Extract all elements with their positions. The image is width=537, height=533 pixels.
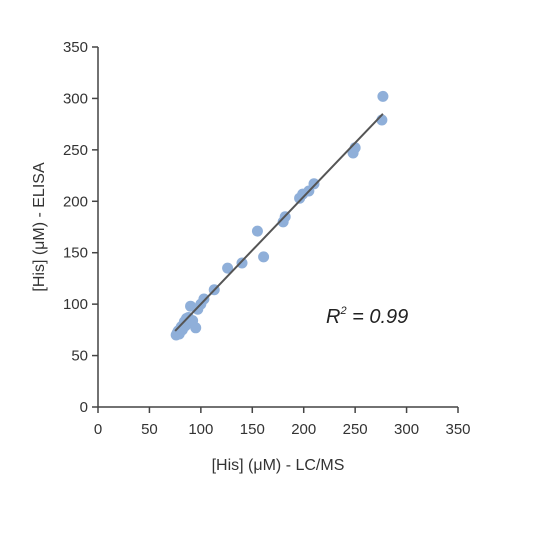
trend-line: [174, 113, 384, 332]
y-ticks: 0 50 100 150 200 250 300 350: [63, 39, 98, 416]
data-point: [258, 251, 270, 263]
data-point: [377, 90, 389, 102]
data-point: [222, 262, 234, 274]
data-points: [170, 90, 389, 341]
x-axis-title: [His] (μM) - LC/MS: [212, 457, 345, 474]
x-tick-label: 0: [94, 421, 102, 438]
x-tick-label: 300: [394, 421, 419, 438]
x-tick-label: 350: [445, 421, 470, 438]
x-tick-label: 150: [240, 421, 265, 438]
y-tick-label: 50: [71, 348, 88, 365]
y-axis-title: [His] (μM) - ELISA: [31, 162, 48, 292]
y-tick-label: 350: [63, 39, 88, 56]
y-tick-label: 250: [63, 142, 88, 159]
x-ticks: 0 50 100 150 200 250 300 350: [94, 407, 471, 438]
data-point: [236, 257, 248, 269]
y-tick-label: 150: [63, 245, 88, 262]
r-exponent: 2: [339, 305, 346, 317]
data-point: [198, 293, 210, 305]
data-point: [251, 225, 263, 237]
x-tick-label: 50: [141, 421, 158, 438]
y-tick-label: 300: [63, 90, 88, 107]
y-tick-label: 200: [63, 193, 88, 210]
x-tick-label: 200: [291, 421, 316, 438]
data-point: [308, 178, 320, 190]
plot-area: 0 50 100 150 200 250 300 350 0 50 100 150 200 250 300…: [63, 39, 471, 438]
r-squared-annotation: R2 = 0.99: [326, 305, 408, 328]
y-tick-label: 100: [63, 296, 88, 313]
x-tick-label: 100: [188, 421, 213, 438]
y-tick-label: 0: [80, 399, 88, 416]
x-tick-label: 250: [343, 421, 368, 438]
r-squared-value: = 0.99: [347, 306, 409, 328]
r-symbol: R: [326, 306, 340, 328]
data-point: [190, 322, 202, 334]
